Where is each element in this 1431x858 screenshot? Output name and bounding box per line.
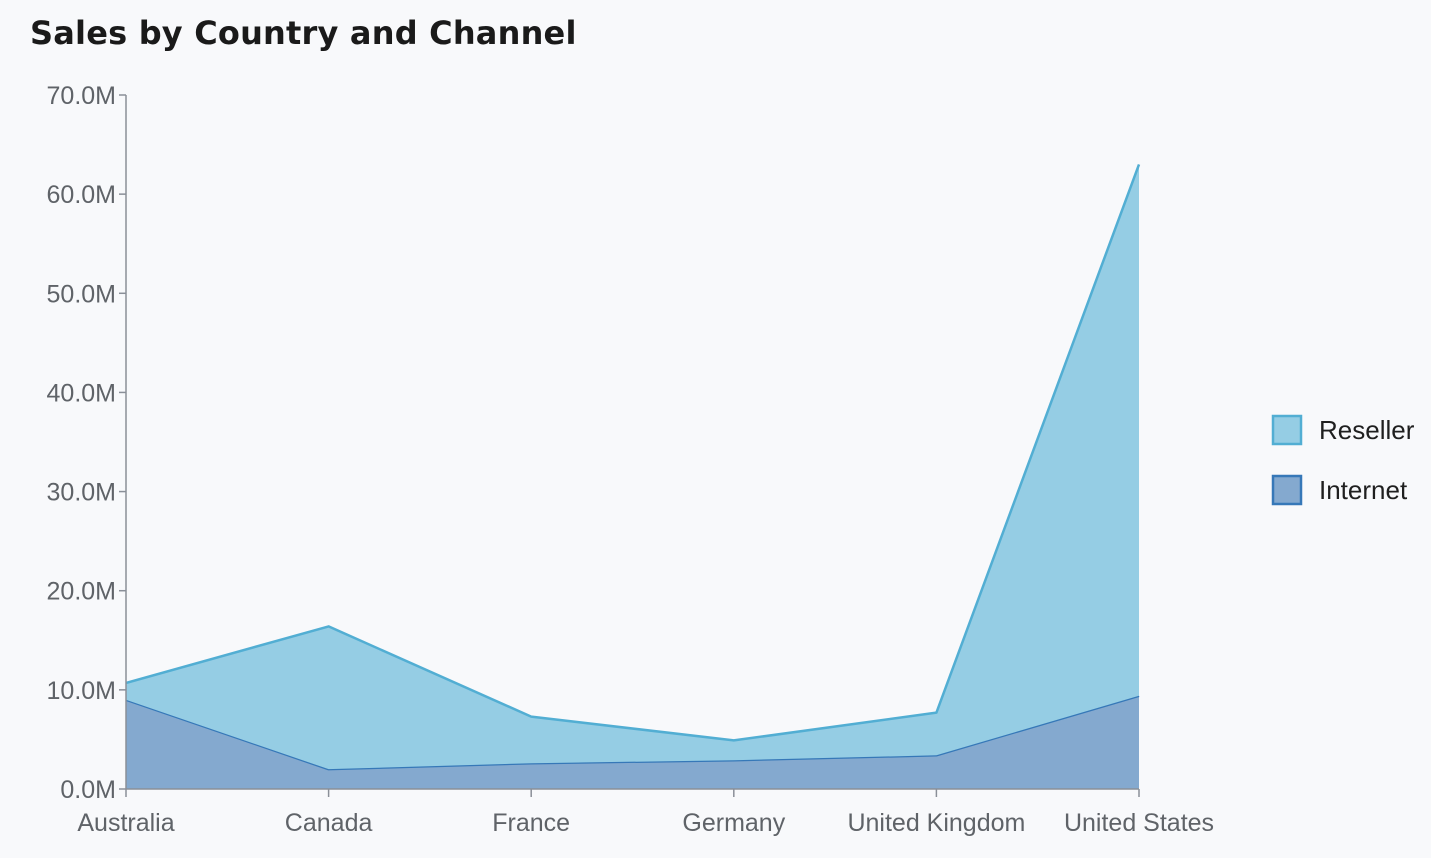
y-tick-label: 0.0M [60, 776, 116, 804]
y-tick-label: 60.0M [47, 181, 116, 209]
y-tick-label: 10.0M [47, 677, 116, 705]
x-tick-label: Germany [682, 809, 785, 837]
x-tick-label: United States [1064, 809, 1214, 837]
legend-item-reseller[interactable]: Reseller [1271, 414, 1415, 446]
area-reseller [126, 164, 1139, 770]
y-tick-label: 20.0M [47, 578, 116, 606]
legend-swatch [1271, 414, 1303, 446]
x-tick-label: France [492, 809, 570, 837]
area-internet [126, 695, 1139, 789]
y-tick-label: 30.0M [47, 479, 116, 507]
x-tick-label: Australia [77, 809, 174, 837]
line-reseller [125, 163, 1141, 742]
chart-axes: 0.0M 10.0M 20.0M 30.0M 40.0M 50.0M 60.0M 70.0M A… [47, 82, 1215, 837]
x-tick-label: Canada [285, 809, 373, 837]
y-tick-label: 70.0M [47, 82, 116, 110]
chart-legend[interactable]: Reseller Internet [1271, 414, 1415, 506]
y-tick-label: 40.0M [47, 379, 116, 407]
chart-areas [125, 163, 1141, 789]
legend-label: Reseller [1319, 415, 1415, 445]
y-tick-label: 50.0M [47, 280, 116, 308]
chart-title: Sales by Country and Channel [30, 14, 577, 52]
x-tick-label: United Kingdom [847, 809, 1025, 837]
legend-label: Internet [1319, 475, 1408, 505]
legend-item-internet[interactable]: Internet [1271, 474, 1408, 506]
legend-swatch [1271, 474, 1303, 506]
